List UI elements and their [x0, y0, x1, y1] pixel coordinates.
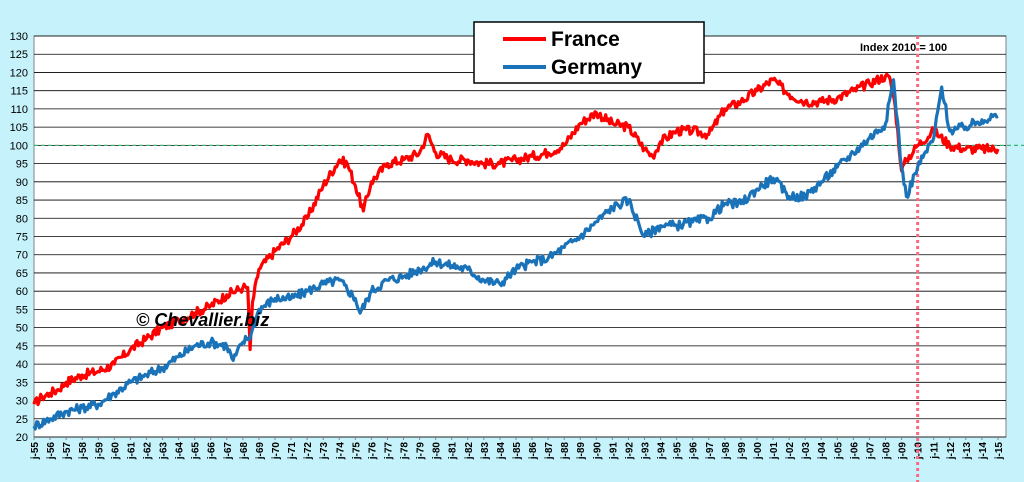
y-tick-label: 70: [16, 250, 28, 262]
y-tick-label: 115: [10, 86, 28, 98]
x-tick-label: j-65: [191, 442, 202, 461]
x-tick-label: j-81: [448, 442, 459, 461]
y-tick-label: 25: [16, 414, 28, 426]
x-tick-label: j-04: [817, 442, 828, 461]
x-tick-label: j-93: [641, 442, 652, 461]
x-tick-label: j-92: [624, 442, 635, 461]
x-tick-label: j-09: [898, 442, 909, 461]
x-tick-label: j-80: [432, 442, 443, 461]
y-tick-label: 55: [16, 304, 28, 316]
legend-label-france: France: [551, 28, 620, 51]
x-tick-label: j-85: [512, 442, 523, 461]
x-tick-label: j-56: [46, 442, 57, 461]
legend-box: [473, 21, 705, 84]
x-tick-label: j-08: [882, 442, 893, 461]
x-tick-label: j-73: [319, 442, 330, 461]
x-tick-label: j-59: [94, 442, 105, 461]
x-tick-label: j-77: [383, 442, 394, 461]
x-tick-label: j-61: [126, 442, 137, 461]
y-tick-label: 80: [16, 213, 28, 225]
x-tick-label: j-63: [159, 442, 170, 461]
y-tick-label: 65: [16, 268, 28, 280]
x-tick-label: j-55: [30, 442, 41, 461]
reference-lines: [34, 36, 1024, 482]
x-tick-label: j-67: [223, 442, 234, 461]
y-tick-label: 85: [16, 195, 28, 207]
x-tick-label: j-75: [351, 442, 362, 461]
x-tick-label: j-97: [705, 442, 716, 461]
y-tick-label: 30: [16, 396, 28, 408]
y-tick-label: 110: [10, 104, 28, 116]
x-tick-label: j-82: [464, 442, 475, 461]
x-tick-label: j-64: [175, 442, 186, 461]
y-tick-label: 100: [10, 140, 28, 152]
series-lines: [32, 72, 1000, 431]
x-tick-label: j-03: [801, 442, 812, 461]
x-tick-label: j-88: [560, 442, 571, 461]
x-tick-label: j-02: [785, 442, 796, 461]
x-tick-label: j-79: [416, 442, 427, 461]
y-tick-label: 50: [16, 323, 28, 335]
x-tick-label: j-06: [849, 442, 860, 461]
y-tick-label: 90: [16, 177, 28, 189]
x-tick-label: j-05: [833, 442, 844, 461]
x-tick-label: j-13: [962, 442, 973, 461]
x-tick-label: j-95: [673, 442, 684, 461]
y-tick-label: 45: [16, 341, 28, 353]
y-tick-label: 130: [10, 31, 28, 43]
watermark: © Chevallier.biz: [136, 310, 269, 330]
x-tick-label: j-70: [271, 442, 282, 461]
x-tick-label: j-57: [62, 442, 73, 461]
index-annotation: Index 2010 = 100: [860, 42, 947, 54]
x-tick-label: j-07: [865, 442, 876, 461]
y-tick-label: 60: [16, 286, 28, 298]
gridlines: [34, 35, 1006, 438]
x-tick-label: j-14: [978, 442, 989, 461]
y-axis-ticks: 20 25 30 35 40 45 50 55 60 65 70 75 80 85 90 95 100 105 11…: [10, 31, 28, 444]
x-tick-label: j-99: [737, 442, 748, 461]
x-tick-label: j-11: [930, 442, 941, 460]
x-tick-label: j-66: [207, 442, 218, 461]
legend: France Germany: [473, 21, 705, 84]
x-tick-label: j-86: [528, 442, 539, 461]
x-axis-ticks: j-55 j-56 j-57 j-58 j-59 j-60 j-61 j-62 j-63 j-64…: [30, 437, 1005, 460]
x-tick-label: j-83: [480, 442, 491, 461]
y-tick-label: 75: [16, 232, 28, 244]
x-tick-label: j-96: [689, 442, 700, 461]
x-tick-label: j-91: [608, 442, 619, 461]
y-tick-label: 125: [10, 49, 28, 61]
x-tick-label: j-00: [753, 442, 764, 461]
x-tick-label: j-58: [78, 442, 89, 461]
x-tick-label: j-74: [335, 442, 346, 461]
legend-label-germany: Germany: [551, 56, 642, 79]
x-tick-label: j-76: [367, 442, 378, 461]
x-tick-label: j-15: [994, 442, 1005, 461]
x-tick-label: j-69: [255, 442, 266, 461]
x-tick-label: j-98: [721, 442, 732, 461]
series-line-france: [32, 72, 1000, 407]
x-tick-label: j-84: [496, 442, 507, 461]
x-tick-label: j-62: [142, 442, 153, 461]
y-tick-label: 95: [16, 159, 28, 171]
x-tick-label: j-12: [946, 442, 957, 461]
x-tick-label: j-78: [400, 442, 411, 461]
x-tick-label: j-89: [576, 442, 587, 461]
y-tick-label: 105: [10, 122, 28, 134]
y-tick-label: 120: [10, 67, 28, 79]
x-tick-label: j-72: [303, 442, 314, 461]
x-tick-label: j-87: [544, 442, 555, 461]
x-tick-label: j-68: [239, 442, 250, 461]
series-line-germany: [32, 78, 999, 431]
y-tick-label: 40: [16, 359, 28, 371]
y-tick-label: 35: [16, 377, 28, 389]
y-tick-label: 20: [16, 432, 28, 444]
x-tick-label: j-94: [657, 442, 668, 461]
x-tick-label: j-71: [287, 442, 298, 461]
x-tick-label: j-60: [110, 442, 121, 461]
x-tick-label: j-01: [769, 442, 780, 461]
x-tick-label: j-90: [592, 442, 603, 461]
